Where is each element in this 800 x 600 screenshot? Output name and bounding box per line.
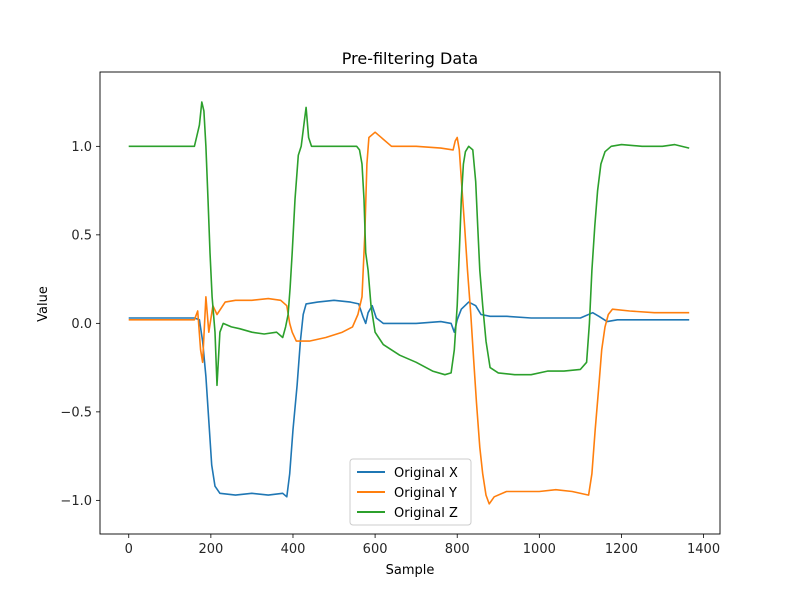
x-tick-label: 600	[363, 542, 388, 557]
y-tick-label: −1.0	[60, 494, 92, 509]
plot-frame	[99, 71, 721, 535]
y-axis: −1.0 −0.5 0.0 0.5 1.0	[60, 140, 100, 509]
chart-title: Pre-filtering Data	[342, 49, 478, 68]
y-tick-label: −0.5	[60, 405, 92, 420]
x-tick-label: 200	[198, 542, 223, 557]
plot-area	[99, 71, 721, 535]
x-tick-label: 1000	[523, 542, 556, 557]
y-axis-label: Value	[36, 286, 51, 322]
x-tick-label: 1400	[687, 542, 720, 557]
x-tick-label: 1200	[605, 542, 638, 557]
y-tick-label: 0.5	[71, 228, 92, 243]
legend-label: Original Y	[394, 486, 457, 501]
series-line-original-z	[128, 101, 690, 387]
y-tick-label: 0.0	[71, 317, 92, 332]
legend-box	[349, 458, 472, 526]
legend-label: Original Z	[394, 506, 458, 521]
x-axis-label: Sample	[386, 563, 435, 578]
x-tick-label: 0	[125, 542, 133, 557]
y-tick-label: 1.0	[71, 140, 92, 155]
series-line-original-y	[128, 131, 690, 505]
x-tick-label: 400	[281, 542, 306, 557]
legend-label: Original X	[394, 466, 458, 481]
legend: Original X Original Y Original Z	[349, 458, 472, 526]
x-axis: 0 200 400 600 800 1000 1200 1400	[125, 534, 720, 557]
series-line-original-x	[128, 299, 690, 498]
x-tick-label: 800	[445, 542, 470, 557]
